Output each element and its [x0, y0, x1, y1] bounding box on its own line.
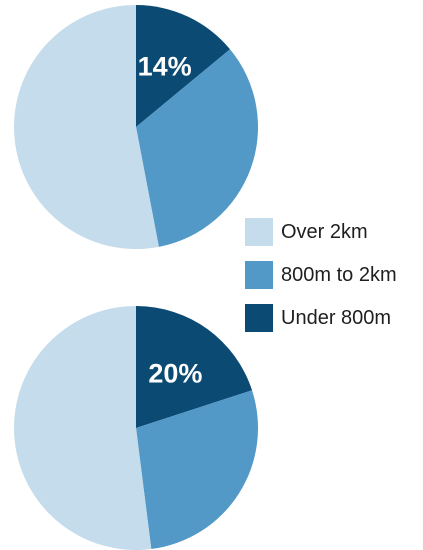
- legend-swatch-under-800m: [245, 304, 273, 332]
- legend-item-800m-to-2km: 800m to 2km: [245, 261, 397, 289]
- pie-1-data-label: 14%: [138, 51, 192, 81]
- pie-2-data-label: 20%: [148, 359, 202, 389]
- legend-swatch-800m-to-2km: [245, 261, 273, 289]
- legend-item-over-2km: Over 2km: [245, 218, 397, 246]
- pie-1-slice-over-2km: [14, 5, 159, 250]
- pie-1-slice-under-800m: [136, 5, 230, 127]
- legend-label-800m-to-2km: 800m to 2km: [281, 263, 397, 286]
- legend: Over 2km 800m to 2km Under 800m: [245, 218, 397, 332]
- pie-2-slice-800m-to-2km: [136, 390, 259, 550]
- pie-2: 20%: [14, 306, 259, 550]
- pie-2-slice-over-2km: [14, 306, 152, 550]
- legend-label-under-800m: Under 800m: [281, 306, 392, 329]
- pie-2-slice-under-800m: [136, 306, 253, 428]
- pie-1-slice-800m-to-2km: [136, 49, 259, 247]
- legend-swatch-over-2km: [245, 218, 273, 246]
- legend-label-over-2km: Over 2km: [281, 220, 368, 243]
- pie-1: 14%: [14, 5, 259, 250]
- legend-item-under-800m: Under 800m: [245, 304, 397, 332]
